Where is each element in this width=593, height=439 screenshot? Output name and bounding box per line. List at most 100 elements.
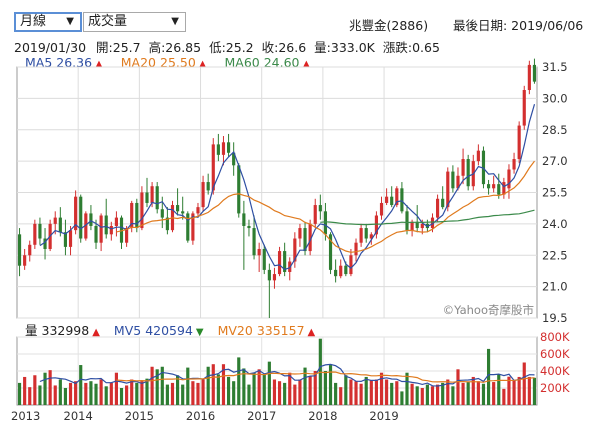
- volume-bar: [63, 388, 68, 405]
- candle-body: [43, 238, 47, 249]
- volume-bar: [272, 379, 277, 405]
- ma5-line: [39, 104, 536, 271]
- candle-body: [502, 182, 506, 195]
- volume-bar: [339, 387, 343, 405]
- price-panel-frame: [16, 66, 538, 319]
- candle-body: [522, 90, 526, 126]
- candle-body: [206, 182, 210, 191]
- volume-bar: [446, 379, 450, 405]
- candle-body: [420, 223, 424, 229]
- volume-tick-label: 800K: [540, 330, 570, 344]
- stock-name: 兆豐金(2886): [349, 18, 429, 33]
- volume-bar: [400, 391, 404, 405]
- volume-bar: [191, 381, 195, 405]
- volume-bar: [242, 368, 246, 405]
- volume-bar: [344, 375, 348, 405]
- volume-bar: [410, 383, 414, 405]
- candle-body: [359, 228, 363, 243]
- vol-legend: 量 332998: [25, 323, 89, 338]
- indicator-select[interactable]: 成交量 ▼: [83, 12, 186, 32]
- volume-bar: [395, 381, 399, 405]
- candle-body: [68, 230, 73, 247]
- candle-body: [94, 225, 98, 243]
- volume-bar: [43, 372, 47, 405]
- candle-body: [176, 205, 180, 212]
- x-tick-label: 2013: [11, 409, 40, 423]
- ma5-value: 26.36: [56, 55, 93, 70]
- volume-bar: [420, 388, 424, 405]
- candle-body: [354, 242, 358, 256]
- price-tick-label: 28.5: [542, 123, 568, 137]
- volume-bar: [119, 388, 124, 405]
- candle-body: [395, 188, 399, 206]
- volume-bar: [303, 367, 307, 405]
- volume-bar: [247, 384, 251, 405]
- volume-bar: [369, 380, 373, 405]
- volume-bar: [385, 379, 389, 405]
- candle-body: [339, 265, 343, 277]
- candle-body: [125, 228, 129, 243]
- candle-body: [104, 215, 108, 235]
- price-tick-label: 19.5: [542, 311, 568, 325]
- up-arrow-icon: ▲: [95, 59, 103, 70]
- candle-body: [486, 184, 491, 189]
- candle-body: [277, 251, 282, 275]
- volume-bar: [211, 364, 215, 405]
- candle-body: [33, 223, 37, 245]
- volume-bar: [58, 379, 62, 405]
- candle-body: [466, 159, 470, 187]
- volume-bar: [186, 367, 190, 405]
- candle-body: [369, 234, 373, 239]
- down-arrow-icon: ▼: [195, 327, 204, 338]
- candle-body: [517, 125, 521, 160]
- ma60-line: [320, 209, 535, 226]
- quote-volume: 333.0K: [330, 40, 375, 55]
- quote-high-label: 高:: [148, 40, 166, 55]
- candle-body: [114, 217, 118, 226]
- candle-body: [512, 159, 516, 170]
- quote-low: 25.2: [225, 40, 254, 55]
- candle-body: [446, 171, 450, 208]
- last-date: 最後日期: 2019/06/06: [453, 18, 584, 33]
- quote-low-label: 低:: [209, 40, 226, 55]
- candle-body: [48, 223, 52, 249]
- mv5-line: [39, 363, 535, 387]
- volume-bar: [28, 387, 32, 405]
- candle-body: [252, 228, 256, 256]
- candle-body: [436, 198, 440, 218]
- volume-tick-label: 200K: [540, 381, 570, 395]
- volume-bar: [349, 379, 353, 405]
- candle-body: [221, 142, 226, 155]
- volume-bar: [308, 376, 312, 405]
- candle-body: [532, 64, 537, 82]
- candle-body: [441, 198, 445, 208]
- volume-bar: [170, 382, 175, 405]
- volume-bar: [226, 376, 231, 405]
- volume-bar: [323, 371, 328, 405]
- candle-body: [293, 238, 297, 262]
- candle-body: [155, 186, 159, 210]
- candle-body: [461, 159, 465, 176]
- candle-body: [58, 217, 62, 233]
- candle-body: [74, 196, 78, 231]
- volume-bar: [38, 385, 42, 405]
- ma20-legend: MA20 25.50: [121, 55, 196, 70]
- mv5-legend: MV5 420594: [114, 323, 193, 338]
- candle-body: [160, 209, 164, 218]
- volume-bar: [328, 365, 333, 405]
- candle-body: [186, 213, 190, 241]
- indicator-select-value: 成交量: [88, 14, 128, 29]
- volume-bar: [160, 366, 164, 405]
- mv20-legend: MV20 335157: [218, 323, 305, 338]
- quote-change: 0.65: [412, 40, 440, 55]
- volume-bar: [109, 382, 113, 405]
- ma60-legend: MA60 24.60: [224, 55, 299, 70]
- period-select[interactable]: 月線 ▼: [14, 12, 82, 32]
- vol-label: 量: [25, 323, 38, 338]
- volume-bar: [104, 386, 108, 405]
- quote-close: 26.6: [278, 40, 307, 55]
- volume-tick-label: 600K: [540, 347, 570, 361]
- price-tick-label: 30.0: [542, 91, 568, 105]
- volume-bar: [512, 380, 516, 405]
- volume-bar: [221, 364, 226, 405]
